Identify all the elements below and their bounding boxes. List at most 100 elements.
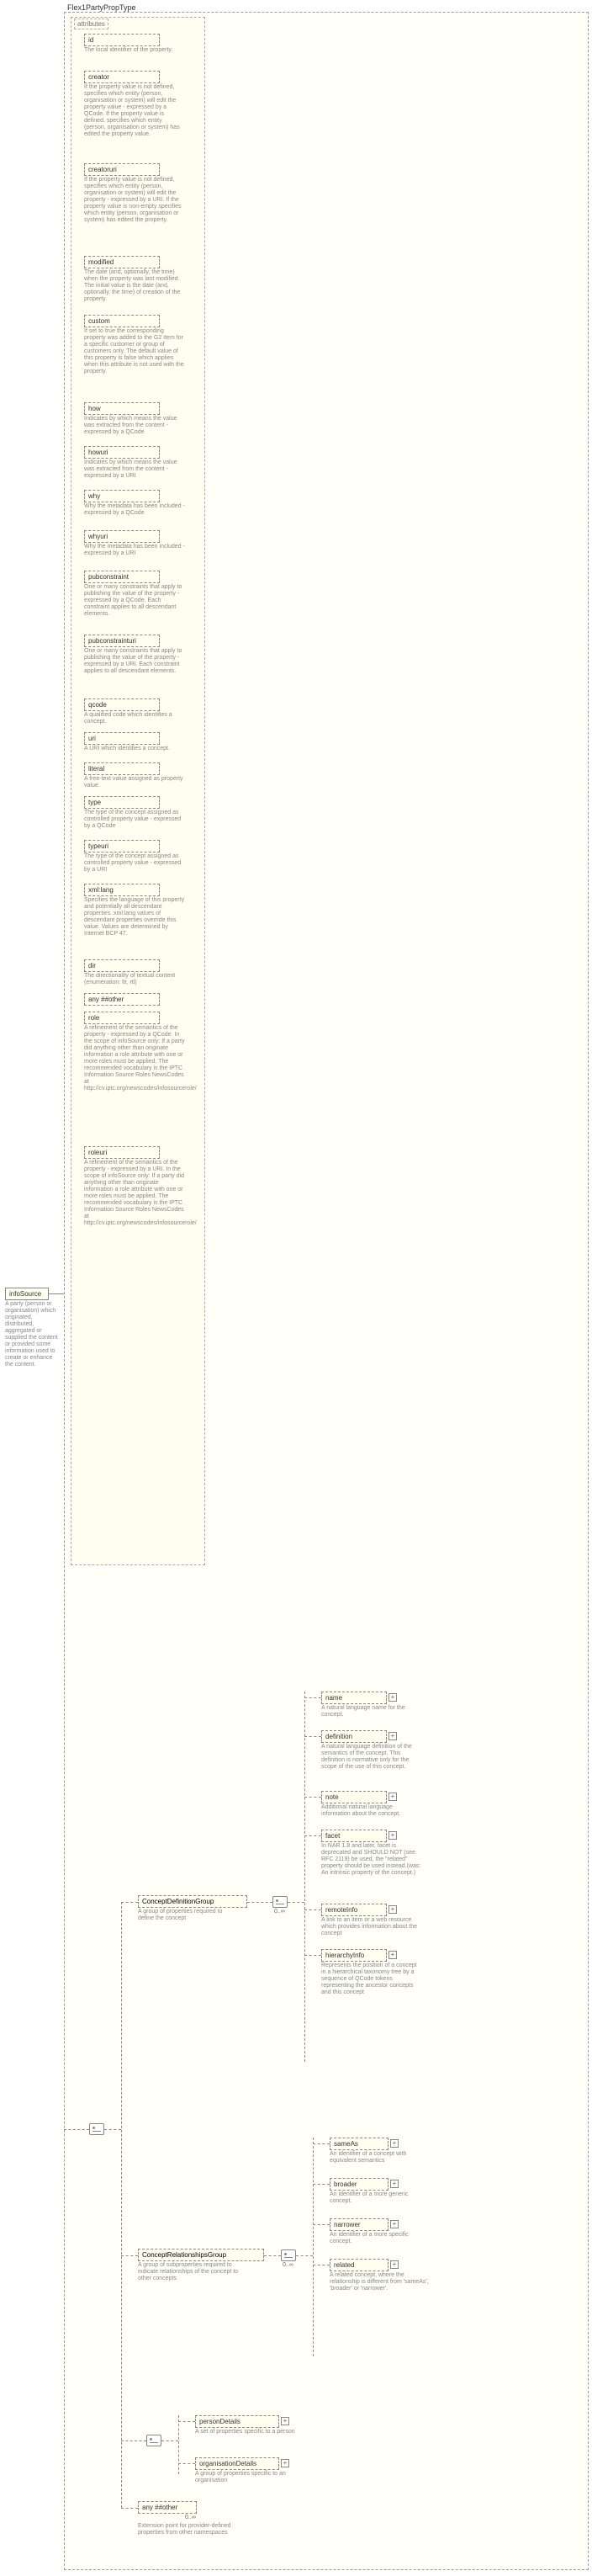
attr-xmllang: xml:lang (84, 884, 160, 896)
attr-dir: dir (84, 959, 160, 972)
attr-id: id (84, 34, 160, 46)
type-label: Flex1PartyPropType (67, 3, 136, 12)
conn-crg (121, 2255, 138, 2256)
attr-literal: literal (84, 762, 160, 775)
attr-pubconstrainturi: pubconstrainturi (84, 635, 160, 647)
crg-joiner (281, 2249, 296, 2261)
attr-desc-10: One or many constraints that apply to pu… (84, 648, 185, 675)
expand-hierarchyInfo[interactable]: + (388, 1951, 397, 1959)
crg-desc-3: A related concept, where the relationshi… (330, 2272, 431, 2292)
connector-root (49, 1293, 64, 1294)
conn-cdg-child-5 (304, 1955, 321, 1956)
root-infosource: infoSource (5, 1288, 49, 1300)
cdg-hierarchyInfo: hierarchyInfo (321, 1949, 387, 1962)
cdg-remoteInfo: remoteInfo (321, 1904, 387, 1916)
crg-card: 0..∞ (283, 2262, 293, 2268)
conn-cdg-child-1 (304, 1736, 321, 1737)
expand-name[interactable]: + (388, 1693, 397, 1702)
attr-desc-6: Indicates by which means the value was e… (84, 459, 185, 480)
bottom-any-other: any ##other (138, 2501, 197, 2514)
cdg-desc-2: Additional natural language information … (321, 1804, 422, 1818)
sequence-joiner-main (89, 2123, 104, 2135)
conn-crg-child-0 (313, 2143, 330, 2144)
conn-crg-child-1 (313, 2184, 330, 2185)
cdg-note: note (321, 1791, 387, 1803)
cdg-card: 0..∞ (274, 1909, 285, 1915)
conn-crg-out (296, 2255, 313, 2256)
cdg-desc-1: A natural language definition of the sem… (321, 1744, 422, 1771)
cdg-facet: facet (321, 1830, 387, 1842)
attr-desc-3: The date (and, optionally, the time) whe… (84, 269, 185, 303)
cdg-desc-5: Represents the position of a concept in … (321, 1963, 422, 1996)
expand-note[interactable]: + (388, 1793, 397, 1801)
conn-choice-child-0 (178, 2421, 195, 2422)
expand-crg-narrower[interactable]: + (390, 2220, 399, 2228)
cdg-desc-0: A natural language name for the concept. (321, 1705, 422, 1718)
bottom-card: 0..∞ (185, 2515, 196, 2520)
attr-desc-0: The local identifier of the property. (84, 47, 185, 54)
root-desc: A party (person or organisation) which o… (5, 1301, 59, 1368)
choice-desc-1: A group of properties specific to an org… (195, 2471, 296, 2484)
conn-cdg-joiner (247, 1902, 272, 1903)
choice-organisationDetails: organisationDetails (195, 2457, 279, 2470)
cdg-definition: definition (321, 1730, 387, 1743)
cdg-joiner (272, 1896, 288, 1908)
conn-choice-child-1 (178, 2463, 195, 2464)
attr-typeuri: typeuri (84, 840, 160, 852)
attr-desc-7: Why the metadata has been included - exp… (84, 503, 185, 517)
expand-remoteInfo[interactable]: + (388, 1905, 397, 1914)
attr-anyother: any ##other (84, 993, 160, 1006)
attr-desc-4: If set to true the corresponding propert… (84, 328, 185, 375)
bottom-desc: Extension point for provider-defined pro… (138, 2523, 239, 2536)
crg-desc-2: An identifier of a more specific concept… (330, 2232, 431, 2245)
choice-personDetails: personDetails (195, 2415, 279, 2428)
attr-creator: creator (84, 71, 160, 83)
attr-roleuri: roleuri (84, 1146, 160, 1159)
expand-crg-sameAs[interactable]: + (390, 2139, 399, 2148)
attr-desc-16: Specifies the language of this property … (84, 897, 185, 937)
cdg-name: name (321, 1692, 387, 1704)
attr-desc-12: A URI which identifies a concept. (84, 746, 185, 752)
conn-cdg-child-0 (304, 1697, 321, 1698)
spine-crg (313, 2138, 314, 2356)
attr-desc-13: A free-text value assigned as property v… (84, 776, 185, 789)
crg-broader: broader (330, 2178, 388, 2191)
conn-bottom-any (121, 2508, 138, 2509)
conn-cdg (121, 1902, 138, 1903)
attr-desc-17: The directionality of textual content (e… (84, 973, 185, 986)
cdg-desc: A group of properties required to define… (138, 1909, 239, 1922)
attr-modified: modified (84, 256, 160, 268)
expand-definition[interactable]: + (388, 1732, 397, 1740)
expand-facet[interactable]: + (388, 1831, 397, 1840)
attr-desc-14: The type of the concept assigned as cont… (84, 810, 185, 830)
crg-sameAs: sameAs (330, 2138, 388, 2150)
spine-cdg (304, 1692, 305, 2062)
concept-relationships-group: ConceptRelationshipsGroup (138, 2249, 264, 2261)
attr-desc-8: Why the metadata has been included - exp… (84, 544, 185, 557)
expand-crg-broader[interactable]: + (390, 2180, 399, 2188)
expand-choice-personDetails[interactable]: + (281, 2417, 289, 2425)
attr-custom: custom (84, 315, 160, 327)
attr-desc-1: If the property value is not defined, sp… (84, 84, 185, 138)
spine-main (121, 1902, 122, 2508)
expand-choice-organisationDetails[interactable]: + (281, 2459, 289, 2467)
crg-desc: A group of subproperties required to ind… (138, 2262, 239, 2282)
attr-desc-15: The type of the concept assigned as cont… (84, 853, 185, 874)
attr-desc-20: A refinement of the semantics of the pro… (84, 1160, 185, 1227)
attr-desc-5: Indicates by which means the value was e… (84, 416, 185, 436)
conn-cdg-out (288, 1902, 304, 1903)
attr-desc-2: If the property value is not defined, sp… (84, 177, 185, 224)
crg-desc-0: An identifier of a concept with equivale… (330, 2151, 431, 2164)
conn-crg-joiner (264, 2255, 281, 2256)
conn-crg-child-2 (313, 2224, 330, 2225)
expand-crg-related[interactable]: + (390, 2260, 399, 2269)
attr-uri: uri (84, 732, 160, 745)
conn-seq-main (64, 2129, 89, 2130)
cdg-desc-4: A link to an item or a web resource whic… (321, 1917, 422, 1937)
spine-choice (178, 2415, 179, 2474)
attr-how: how (84, 402, 160, 415)
conn-cdg-child-3 (304, 1835, 321, 1836)
attr-creatoruri: creatoruri (84, 163, 160, 176)
attr-why: why (84, 490, 160, 502)
choice-joiner (146, 2435, 161, 2446)
